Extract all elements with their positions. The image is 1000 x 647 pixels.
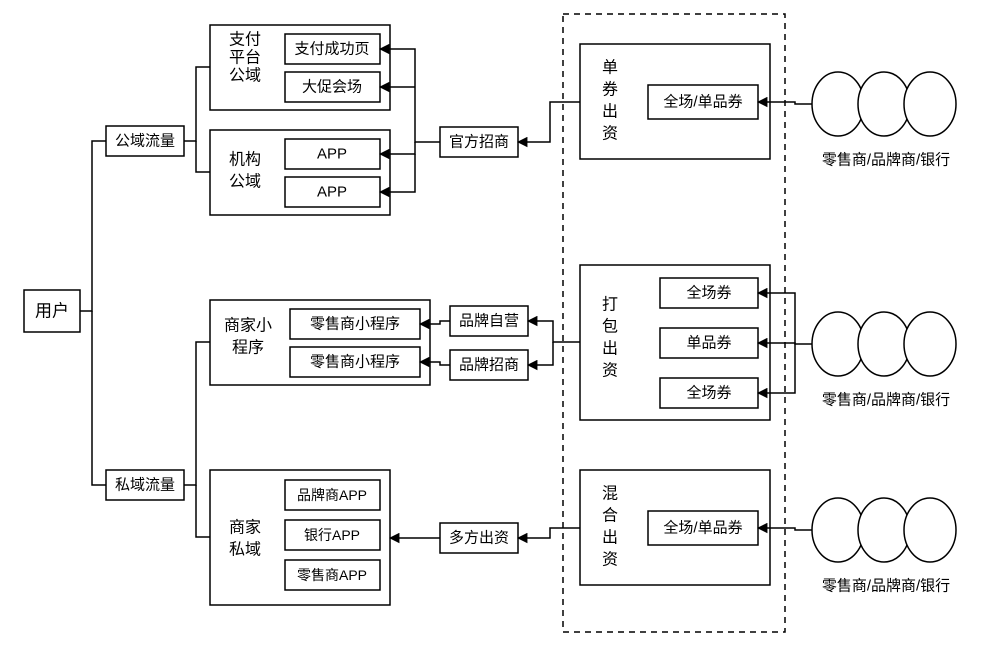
brand-invite-label: 品牌招商 — [459, 357, 519, 374]
ellipse-caption-2: 零售商/品牌商/银行 — [822, 392, 950, 409]
edge-fund1-official — [518, 102, 580, 142]
edge-public-pay — [184, 67, 210, 141]
svg-text:平台: 平台 — [229, 49, 261, 67]
multi-fund-label: 多方出资 — [449, 530, 509, 547]
fund2-item3-label: 全场券 — [686, 384, 731, 402]
pay-venue-label: 大促会场 — [302, 79, 362, 96]
svg-text:公域: 公域 — [229, 173, 261, 191]
fund3-item-label: 全场/单品券 — [663, 519, 742, 537]
edge-fund3-multi — [518, 528, 580, 538]
svg-text:出: 出 — [602, 103, 618, 121]
svg-text:支付: 支付 — [229, 31, 261, 49]
edge-public-org — [196, 141, 210, 172]
svg-text:合: 合 — [602, 507, 618, 525]
mini-item2-label: 零售商小程序 — [310, 354, 400, 371]
edge-fund2-brandinvite — [528, 342, 553, 365]
org-app2-label: APP — [317, 184, 347, 201]
svg-text:包: 包 — [602, 318, 618, 336]
ellipse-row-3: 零售商/品牌商/银行 — [812, 498, 956, 595]
svg-text:单: 单 — [602, 59, 618, 77]
svg-text:券: 券 — [602, 81, 618, 99]
architecture-diagram: 用户 公域流量 私域流量 支付 平台 公域 支付成功页 大促会场 机构 公域 A… — [0, 0, 1000, 647]
svg-text:机构: 机构 — [229, 151, 261, 169]
priv-item3-label: 零售商APP — [297, 567, 367, 583]
edge-private-priv — [196, 485, 210, 537]
svg-text:出: 出 — [602, 340, 618, 358]
priv-item1-label: 品牌商APP — [297, 487, 367, 503]
fund2-item2-label: 单品券 — [686, 335, 731, 352]
ellipse-caption-1: 零售商/品牌商/银行 — [822, 152, 950, 169]
edge-fund2-brandself — [528, 321, 580, 342]
edge-private-mini — [184, 342, 210, 485]
public-flow-label: 公域流量 — [115, 133, 175, 150]
ellipse-row-1: 零售商/品牌商/银行 — [812, 72, 956, 169]
svg-text:商家小: 商家小 — [224, 317, 272, 335]
svg-text:程序: 程序 — [232, 339, 264, 357]
edge-user-public — [80, 141, 106, 311]
user-label: 用户 — [35, 302, 69, 321]
svg-text:资: 资 — [602, 551, 618, 569]
svg-text:公域: 公域 — [229, 67, 261, 85]
svg-text:出: 出 — [602, 529, 618, 547]
svg-text:混: 混 — [602, 485, 618, 503]
priv-item2-label: 银行APP — [304, 527, 360, 543]
pay-success-label: 支付成功页 — [294, 41, 369, 58]
official-label: 官方招商 — [449, 134, 509, 151]
svg-text:私域: 私域 — [229, 541, 261, 559]
svg-text:打: 打 — [602, 296, 618, 314]
mini-item1-label: 零售商小程序 — [310, 316, 400, 333]
ellipse-caption-3: 零售商/品牌商/银行 — [822, 578, 950, 595]
fund1-item-label: 全场/单品券 — [663, 93, 742, 111]
svg-text:商家: 商家 — [229, 519, 261, 537]
brand-self-label: 品牌自营 — [459, 313, 519, 330]
pay-group-title: 支付 平台 公域 — [229, 31, 261, 85]
svg-text:资: 资 — [602, 362, 618, 380]
private-flow-label: 私域流量 — [115, 477, 175, 494]
org-app1-label: APP — [317, 146, 347, 163]
ellipse-row-2: 零售商/品牌商/银行 — [812, 312, 956, 409]
svg-text:资: 资 — [602, 125, 618, 143]
edge-user-private — [92, 311, 106, 485]
fund2-item1-label: 全场券 — [686, 284, 731, 302]
